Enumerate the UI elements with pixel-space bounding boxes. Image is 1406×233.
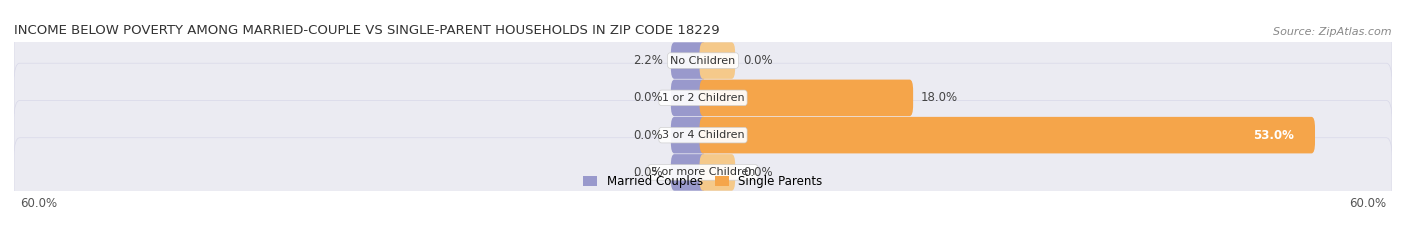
- Text: INCOME BELOW POVERTY AMONG MARRIED-COUPLE VS SINGLE-PARENT HOUSEHOLDS IN ZIP COD: INCOME BELOW POVERTY AMONG MARRIED-COUPL…: [14, 24, 720, 38]
- Text: Source: ZipAtlas.com: Source: ZipAtlas.com: [1274, 27, 1392, 38]
- Text: 60.0%: 60.0%: [20, 197, 56, 210]
- Text: 53.0%: 53.0%: [1254, 129, 1295, 142]
- Text: 0.0%: 0.0%: [633, 91, 662, 104]
- FancyBboxPatch shape: [671, 80, 706, 116]
- FancyBboxPatch shape: [14, 138, 1392, 207]
- Text: 0.0%: 0.0%: [744, 166, 773, 179]
- Legend: Married Couples, Single Parents: Married Couples, Single Parents: [579, 170, 827, 193]
- FancyBboxPatch shape: [14, 26, 1392, 95]
- FancyBboxPatch shape: [671, 42, 706, 79]
- Text: 5 or more Children: 5 or more Children: [651, 168, 755, 177]
- Text: 1 or 2 Children: 1 or 2 Children: [662, 93, 744, 103]
- Text: 3 or 4 Children: 3 or 4 Children: [662, 130, 744, 140]
- FancyBboxPatch shape: [671, 117, 706, 153]
- Text: 0.0%: 0.0%: [633, 129, 662, 142]
- FancyBboxPatch shape: [14, 63, 1392, 133]
- Text: No Children: No Children: [671, 56, 735, 65]
- Text: 0.0%: 0.0%: [633, 166, 662, 179]
- FancyBboxPatch shape: [700, 154, 735, 191]
- Text: 60.0%: 60.0%: [1350, 197, 1386, 210]
- FancyBboxPatch shape: [700, 80, 912, 116]
- FancyBboxPatch shape: [700, 42, 735, 79]
- Text: 18.0%: 18.0%: [921, 91, 959, 104]
- FancyBboxPatch shape: [14, 100, 1392, 170]
- Text: 0.0%: 0.0%: [744, 54, 773, 67]
- FancyBboxPatch shape: [700, 117, 1315, 153]
- Text: 2.2%: 2.2%: [633, 54, 662, 67]
- FancyBboxPatch shape: [671, 154, 706, 191]
